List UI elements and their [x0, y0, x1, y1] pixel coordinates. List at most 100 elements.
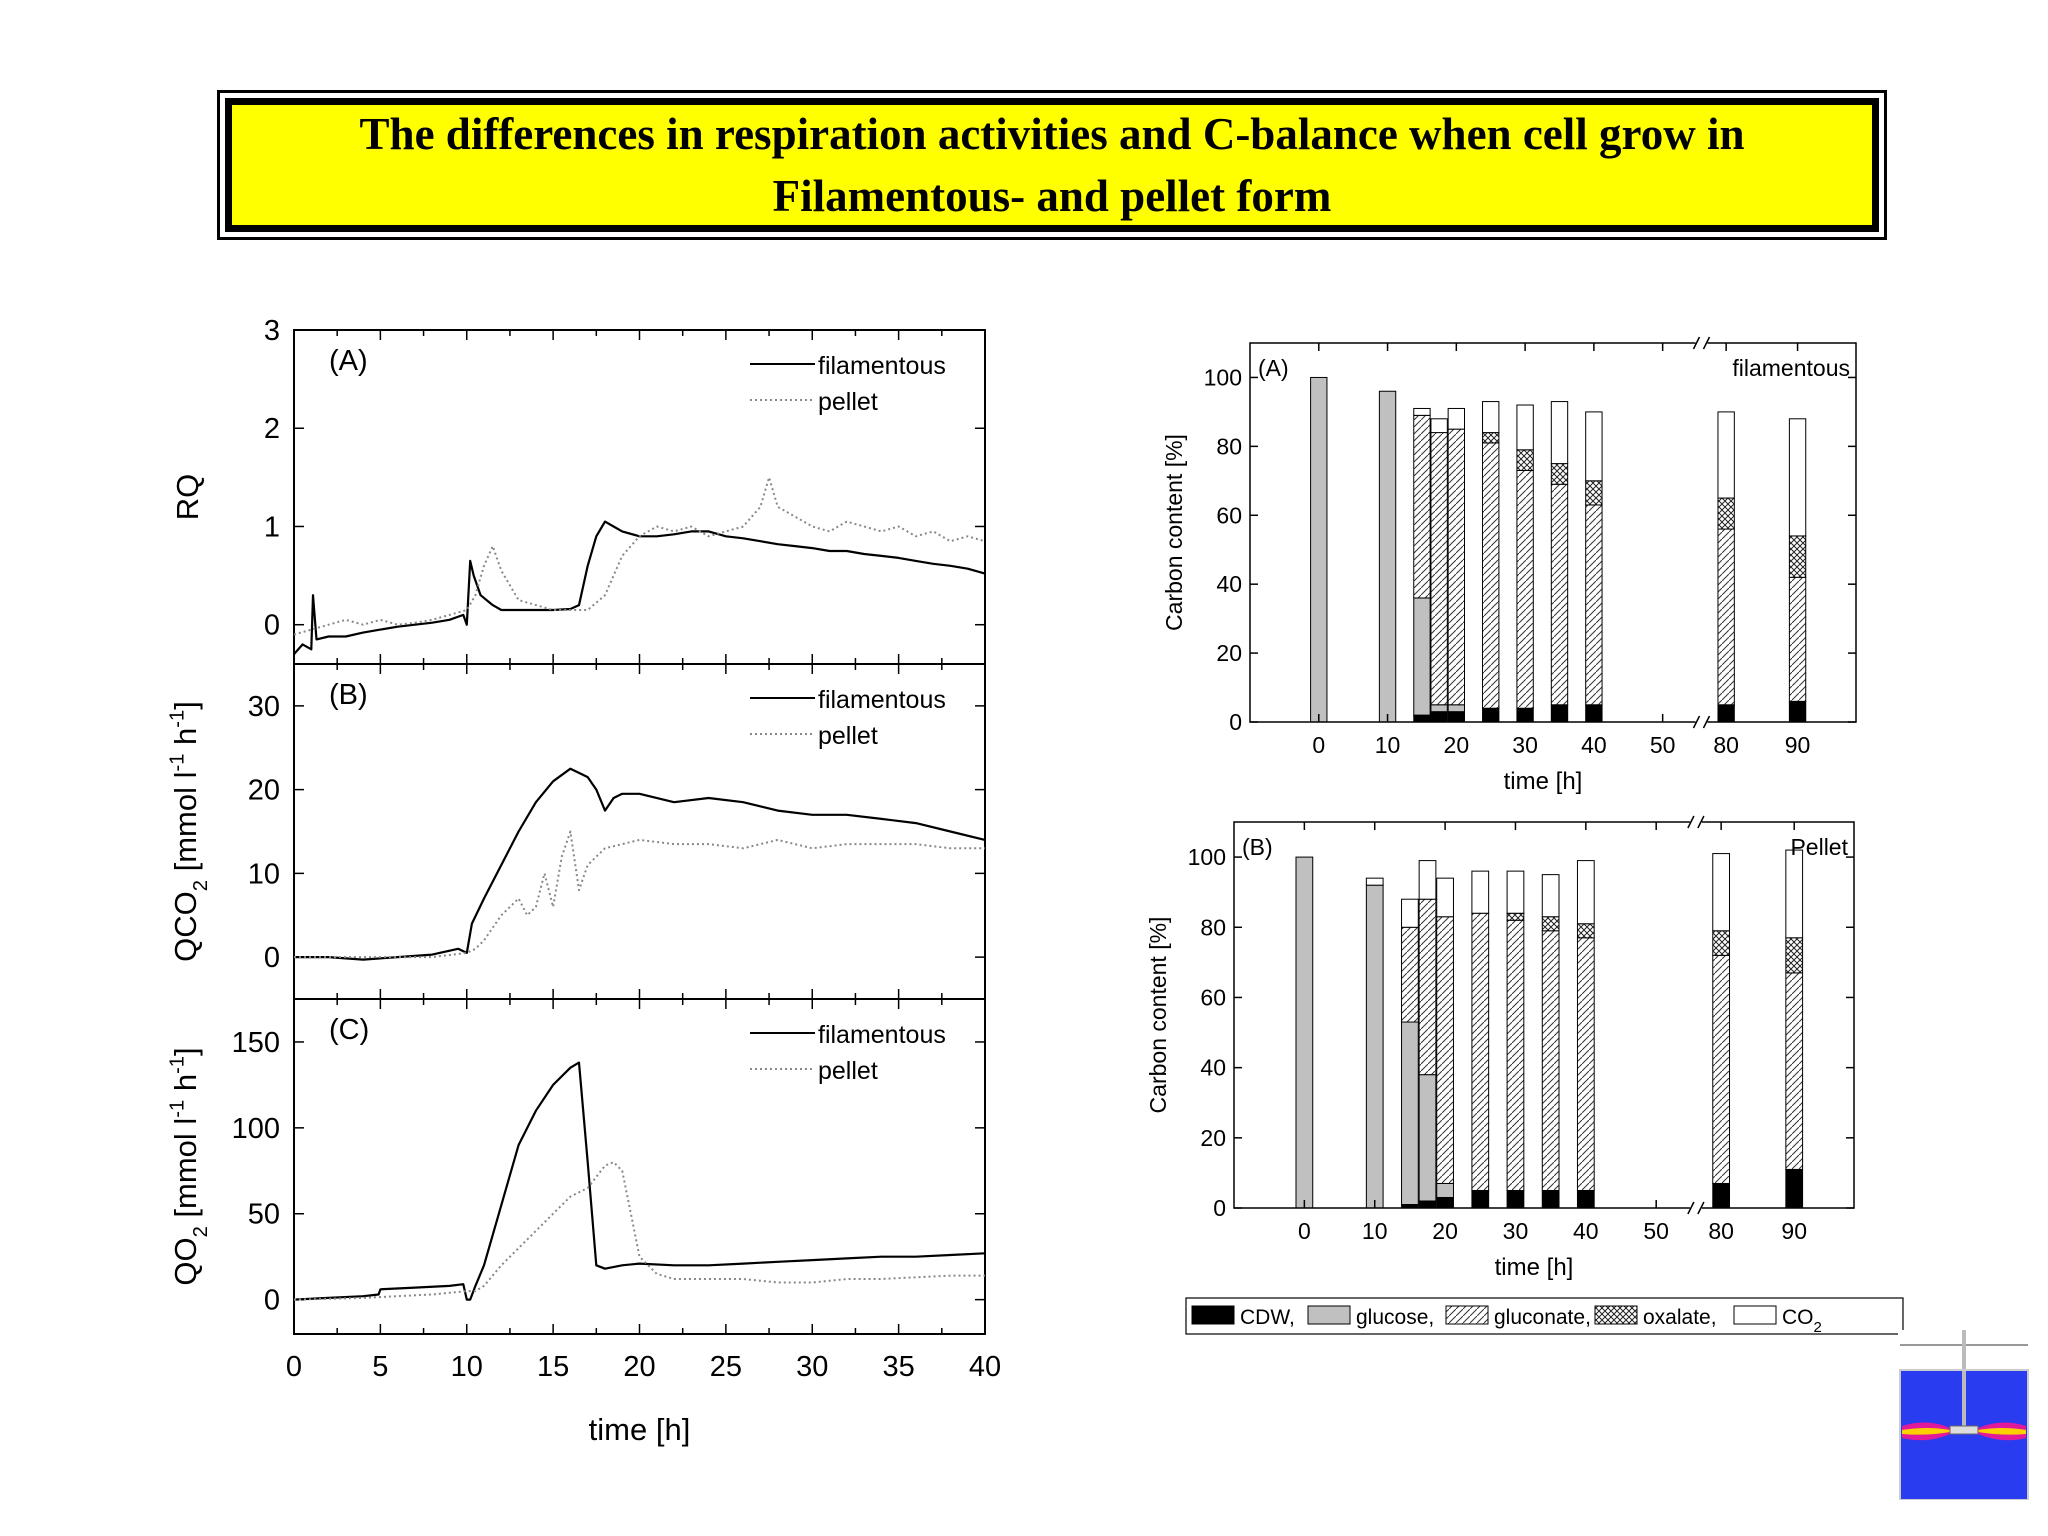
panel-label: (B) [329, 679, 368, 711]
x-tick-label: 30 [1512, 732, 1538, 758]
y-axis-label: QCO2 [mmol l-1 h-1] [167, 701, 212, 962]
bar-segment-co2 [1788, 418, 1807, 537]
y-tick-label: 100 [232, 1113, 280, 1145]
y-tick-label: 100 [1188, 844, 1226, 870]
title-box: The differences in respiration activitie… [217, 90, 1887, 240]
bar-segment-oxalate [1550, 463, 1569, 485]
bar-segment-gluconate [1506, 919, 1525, 1191]
x-tick-label: 40 [1573, 1218, 1599, 1244]
bar-segment-co2 [1436, 877, 1454, 918]
bar-segment-gluconate [1401, 926, 1419, 1023]
plot-frame [293, 663, 986, 1000]
bar-segment-co2 [1550, 401, 1569, 465]
y-tick-label: 40 [1200, 1055, 1226, 1081]
x-tick-label: 15 [537, 1351, 569, 1383]
legend-label-cdw: CDW, [1240, 1306, 1295, 1329]
y-tick-label: 80 [1216, 433, 1242, 459]
bar-segment-glucose [1378, 390, 1397, 723]
axis-break-mark [1692, 715, 1701, 729]
x-tick-label: 50 [1650, 732, 1676, 758]
bar-segment-co2 [1506, 870, 1525, 914]
axis-break-mark [1687, 815, 1695, 829]
x-tick-label: 10 [451, 1351, 483, 1383]
plot-frame [1249, 342, 1857, 723]
x-tick-label: 20 [1444, 732, 1470, 758]
bar-segment-gluconate [1712, 954, 1731, 1184]
bar-segment-oxalate [1788, 535, 1807, 578]
bar-segment-cdw [1471, 1189, 1490, 1209]
legend-swatch-co2 [1733, 1305, 1777, 1325]
bar-segment-co2 [1430, 418, 1448, 434]
series-line-pellet [293, 476, 986, 636]
y-tick-label: 0 [264, 942, 280, 974]
bar-segment-cdw [1541, 1189, 1560, 1209]
bar-segment-glucose [1447, 704, 1466, 713]
series-line-filamentous [293, 1061, 986, 1301]
x-tick-label: 40 [1581, 732, 1607, 758]
legend-swatch-gluconate [1445, 1305, 1489, 1325]
bar-segment-oxalate [1785, 937, 1804, 974]
y-tick-label: 0 [1213, 1195, 1226, 1221]
bar-segment-gluconate [1576, 937, 1595, 1191]
bar-segment-co2 [1541, 874, 1560, 918]
bar-segment-gluconate [1717, 528, 1735, 706]
bar-segment-glucose [1365, 884, 1384, 1209]
bar-segment-gluconate [1785, 972, 1804, 1170]
bar-legend: CDW, glucose, gluconate, oxalate, CO2 [1185, 1297, 1904, 1336]
legend-label-filamentous: filamentous [818, 1021, 946, 1049]
y-tick-label: 30 [248, 691, 280, 723]
axis-break-mark [1692, 336, 1701, 350]
axis-break-gap [1689, 1204, 1702, 1212]
x-tick-label: 30 [1503, 1218, 1529, 1244]
bar-segment-oxalate [1541, 916, 1560, 932]
plot-frame [293, 998, 986, 1335]
line-panel-2: 0 10 20 30 (B) filamentous pellet QCO2 [mmol l-… [167, 663, 986, 1000]
panel-label: (B) [1242, 834, 1273, 860]
page-title-line-1: The differences in respiration activitie… [359, 109, 1745, 159]
x-tick-label: 30 [796, 1351, 828, 1383]
x-tick-label: 40 [969, 1351, 1001, 1383]
bar-segment-gluconate [1585, 504, 1603, 706]
y-tick-label: 100 [1204, 364, 1242, 390]
bar-segment-glucose [1295, 856, 1314, 1209]
series-line-pellet [293, 1161, 985, 1301]
x-tick-label: 10 [1375, 732, 1401, 758]
legend-label-oxalate: oxalate, [1643, 1306, 1717, 1329]
y-tick-label: 0 [1229, 709, 1242, 735]
legend-label-pellet: pellet [818, 388, 878, 416]
y-tick-label: 50 [248, 1199, 280, 1231]
axis-break-mark [1697, 1201, 1705, 1215]
legend-frame [1185, 1297, 1904, 1335]
bar-segment-co2 [1413, 407, 1431, 416]
bar-segment-gluconate [1550, 483, 1569, 706]
y-axis-label: RQ [170, 474, 205, 521]
bar-segment-glucose [1436, 1182, 1454, 1198]
y-tick-label: 20 [248, 775, 280, 807]
bar-segment-oxalate [1482, 432, 1500, 444]
bar-segment-cdw [1418, 1200, 1437, 1209]
legend-swatch-cdw [1191, 1305, 1235, 1325]
bar-segment-gluconate [1430, 432, 1448, 706]
legend-swatch-glucose [1307, 1305, 1351, 1325]
axis-break-mark [1702, 336, 1711, 350]
panel-subtitle: Pellet [1790, 834, 1848, 860]
y-axis-label: Carbon content [%] [1145, 917, 1171, 1114]
bar-segment-oxalate [1516, 449, 1534, 471]
bar-segment-co2 [1516, 404, 1534, 451]
y-tick-label: 0 [264, 1285, 280, 1317]
bar-segment-co2 [1585, 411, 1603, 482]
y-tick-label: 80 [1200, 914, 1226, 940]
bar-segment-glucose [1418, 1074, 1437, 1202]
bar-segment-gluconate [1436, 916, 1454, 1184]
x-tick-label: 20 [1432, 1218, 1458, 1244]
bar-segment-oxalate [1585, 480, 1603, 506]
bar-segment-gluconate [1471, 912, 1490, 1191]
legend-swatch-oxalate [1594, 1305, 1638, 1325]
y-tick-label: 60 [1216, 502, 1242, 528]
series-line-filamentous [294, 767, 986, 961]
x-tick-label: 20 [623, 1351, 655, 1383]
bar-segment-glucose [1310, 376, 1328, 723]
y-tick-label: 20 [1200, 1125, 1226, 1151]
bar-segment-co2 [1482, 401, 1500, 434]
